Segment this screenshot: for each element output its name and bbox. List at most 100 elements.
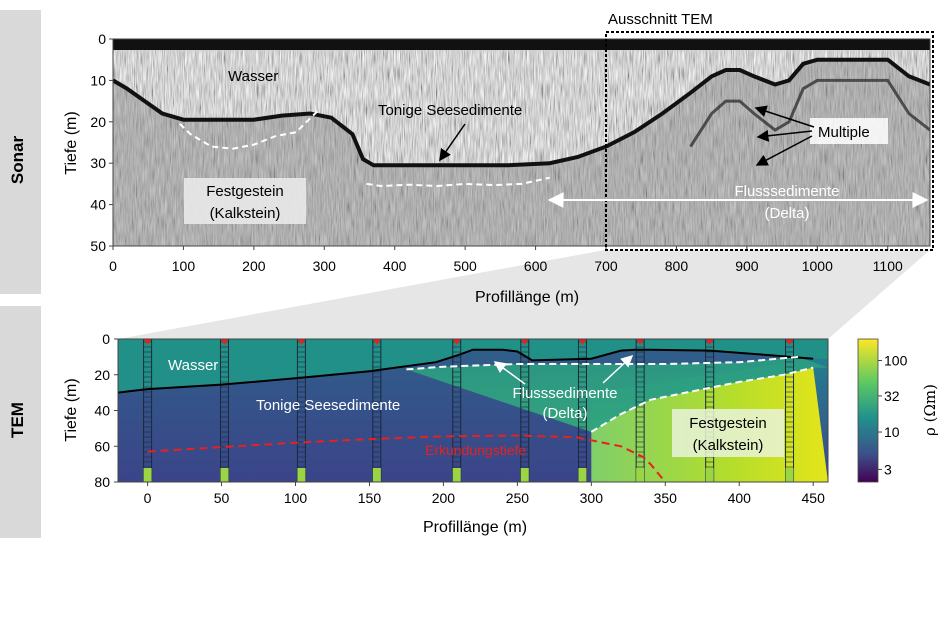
- tem-xtick-label: 0: [144, 490, 152, 506]
- sonar-dashed-horizon: [366, 176, 550, 188]
- multiple-arrow-1: [754, 105, 815, 128]
- multiple-label-bg: [810, 118, 888, 144]
- seafloor-reflector: [113, 57, 930, 168]
- colorbar: [857, 338, 879, 483]
- sonar-xtick-label: 700: [594, 258, 618, 274]
- tem-station-marker: [143, 339, 152, 345]
- tem-bedrock-label-sub: (Kalkstein): [693, 437, 764, 454]
- colorbar-tick-label: 100: [884, 353, 908, 369]
- tem-water-label: Wasser: [168, 357, 218, 374]
- sonar-xtick-label: 1000: [802, 258, 833, 274]
- tem-explore-label: Erkundungstiefe: [425, 442, 526, 458]
- sonar-xtick-label: 300: [313, 258, 337, 274]
- sonar-xtick-label: 400: [383, 258, 407, 274]
- tem-station-marker: [372, 339, 381, 345]
- tem-ytick-label: 60: [94, 438, 110, 454]
- tem-xtick-label: 450: [802, 490, 826, 506]
- tem-dashed-horizon: [590, 366, 814, 433]
- sonar-xtick-label: 900: [735, 258, 759, 274]
- tem-station-marker: [520, 339, 529, 345]
- sonar-xtick-label: 800: [665, 258, 689, 274]
- tem-ytick-label: 0: [102, 331, 110, 347]
- surface-band: [113, 39, 930, 50]
- colorbar-label: ρ (Ωm): [921, 384, 939, 436]
- tem-xtick-label: 300: [580, 490, 604, 506]
- tem-station-marker: [636, 339, 645, 345]
- delta-layer: [406, 356, 828, 432]
- tem-window-box: [605, 31, 934, 251]
- sonar-ytick-label: 50: [90, 238, 106, 254]
- tem-station-column: [577, 339, 587, 482]
- tem-station-column: [296, 339, 306, 482]
- tem-bedrock-label-bg: [672, 409, 784, 457]
- tem-ytick-label: 40: [94, 403, 110, 419]
- tem-xtick-label: 150: [358, 490, 382, 506]
- sonar-xtick-label: 200: [242, 258, 266, 274]
- bedrock-label-sub: (Kalkstein): [210, 205, 281, 222]
- tem-plot: 0 50 100 150 200 250 300 350 400 450 0 20 40 60 80 Pr…: [63, 331, 939, 536]
- tem-xtick-label: 50: [214, 490, 230, 506]
- tem-xtick-label: 200: [432, 490, 456, 506]
- tem-clay-label: Tonige Seesedimente: [256, 397, 400, 414]
- tem-delta-label-sub: (Delta): [542, 405, 587, 422]
- delta-label: Flusssedimente: [734, 183, 839, 200]
- sonar-dashed-horizon: [179, 110, 319, 150]
- tem-station-marker: [578, 339, 587, 345]
- sonar-xtick-label: 0: [109, 258, 117, 274]
- tem-panel-tab: TEM: [0, 306, 41, 538]
- tem-station-column: [372, 339, 382, 482]
- sonar-frame: [112, 38, 931, 247]
- tem-window-label: Ausschnitt TEM: [608, 11, 713, 28]
- sonar-ytick-label: 30: [90, 155, 106, 171]
- tem-seafloor-line: [118, 348, 814, 394]
- tem-station-marker: [452, 339, 461, 345]
- tem-delta-label: Flusssedimente: [512, 385, 617, 402]
- bedrock-label-bg: [184, 178, 306, 224]
- tem-station-column: [452, 339, 462, 482]
- tem-dashed-horizon: [406, 355, 799, 371]
- tem-xtick-label: 250: [506, 490, 530, 506]
- colorbar-tick-label: 3: [884, 461, 892, 477]
- sonar-ytick-label: 20: [90, 114, 106, 130]
- tem-xlabel: Profillänge (m): [423, 519, 527, 536]
- tem-delta-arrow-2: [602, 354, 634, 384]
- sonar-xtick-label: 1100: [873, 258, 903, 274]
- sonar-ylabel: Tiefe (m): [63, 111, 80, 174]
- colorbar-tick-label: 10: [884, 424, 900, 440]
- sonar-xtick-label: 100: [172, 258, 196, 274]
- multiple-reflector: [689, 78, 930, 148]
- sonar-ytick-label: 0: [98, 31, 106, 47]
- zoom-connector: [118, 250, 930, 339]
- tem-station-marker: [297, 339, 306, 345]
- tem-xtick-label: 350: [654, 490, 678, 506]
- tem-ytick-label: 80: [94, 474, 110, 490]
- multiple-label: Multiple: [818, 124, 870, 141]
- delta-label-sub: (Delta): [764, 205, 809, 222]
- tem-station-column: [143, 339, 153, 482]
- sonar-panel-tab: Sonar: [0, 10, 41, 294]
- exploration-depth-line: [147, 434, 667, 482]
- clay-label: Tonige Seesedimente: [378, 102, 522, 119]
- water-layer: [118, 339, 828, 393]
- tem-station-column: [785, 339, 795, 482]
- water-label: Wasser: [228, 68, 278, 85]
- tem-xtick-label: 100: [284, 490, 308, 506]
- sonar-ytick-label: 10: [90, 72, 106, 88]
- tem-station-column: [220, 339, 229, 482]
- tem-xtick-label: 400: [728, 490, 752, 506]
- sonar-ytick-label: 40: [90, 197, 106, 213]
- clay-arrow: [439, 123, 466, 162]
- tem-station-marker: [705, 339, 714, 345]
- sonar-plot: 0 100 200 300 400 500 600 700 800 900 1000 1100 0 10…: [63, 11, 934, 306]
- tem-delta-arrow-1: [493, 361, 526, 385]
- tem-station-marker: [785, 339, 794, 345]
- multiple-arrow-2: [756, 129, 813, 142]
- colorbar-tick-label: 32: [884, 388, 900, 404]
- bedrock-label: Festgestein: [206, 183, 284, 200]
- tem-ylabel: Tiefe (m): [63, 378, 80, 441]
- sonar-xtick-label: 600: [524, 258, 548, 274]
- tem-station-column: [635, 339, 645, 482]
- tem-station-marker: [220, 339, 229, 345]
- tem-ytick-label: 20: [94, 367, 110, 383]
